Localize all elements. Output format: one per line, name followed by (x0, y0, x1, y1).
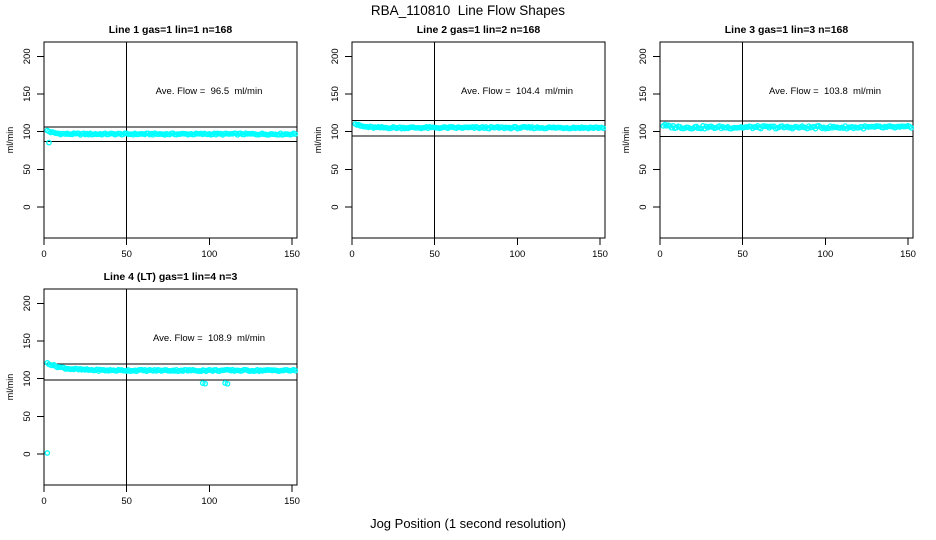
x-tick-label: 0 (41, 496, 46, 507)
panel-line-2: 0 50 100 150 0 50 100 150 200 ml/min Line 2 gas=1… (308, 20, 620, 267)
data-point (600, 125, 607, 132)
y-tick-label: 0 (330, 204, 341, 209)
x-tick-label: 100 (817, 249, 833, 260)
data-point (908, 125, 915, 131)
plot-line-1: 0 50 100 150 0 50 100 150 200 ml/min (5, 41, 300, 260)
y-tick-label: 100 (638, 124, 649, 140)
y-tick-label: 150 (22, 333, 33, 349)
x-tick-label: 50 (429, 249, 440, 260)
y-tick-label: 150 (22, 86, 33, 102)
avg-flow-annotation: Ave. Flow = 96.5 ml/min (155, 86, 263, 97)
y-tick-label: 100 (330, 124, 341, 140)
plot-line-4: 0 50 100 150 0 50 100 150 200 ml/min (5, 288, 300, 507)
y-tick-label: 50 (330, 164, 341, 175)
x-tick-label: 50 (121, 249, 132, 260)
data-point (44, 450, 51, 456)
avg-flow-annotation: Ave. Flow = 108.9 ml/min (152, 333, 266, 344)
plot-box (351, 41, 606, 239)
y-tick-label: 200 (22, 295, 33, 311)
y-tick-label: 0 (638, 204, 649, 209)
x-axis-label: Jog Position (1 second resolution) (370, 516, 566, 531)
panel-title: Line 1 gas=1 lin=1 n=168 (108, 24, 233, 36)
y-axis-label: ml/min (5, 374, 15, 401)
avg-flow-annotation: Ave. Flow = 103.8 ml/min (768, 86, 882, 97)
plot-box (43, 288, 298, 486)
x-tick-label: 150 (900, 249, 916, 260)
plot-line-3: 0 50 100 150 0 50 100 150 200 ml/min (621, 41, 916, 260)
y-tick-label: 100 (22, 124, 33, 140)
panel-title: Line 2 gas=1 lin=2 n=168 (416, 24, 541, 36)
y-axis-label: ml/min (5, 127, 15, 154)
panel-title: Line 4 (LT) gas=1 lin=4 n=3 (103, 271, 238, 283)
y-tick-label: 50 (22, 164, 33, 175)
x-tick-label: 150 (284, 496, 300, 507)
x-tick-label: 0 (657, 249, 662, 260)
x-tick-label: 50 (737, 249, 748, 260)
y-axis-label: ml/min (621, 127, 631, 154)
avg-flow-annotation: Ave. Flow = 104.4 ml/min (460, 86, 574, 97)
x-tick-label: 0 (41, 249, 46, 260)
figure-title: RBA_110810 Line Flow Shapes (370, 3, 566, 18)
x-tick-label: 100 (201, 496, 217, 507)
x-tick-label: 100 (509, 249, 525, 260)
plot-line-2: 0 50 100 150 0 50 100 150 200 ml/min (313, 41, 608, 260)
plot-box (43, 41, 298, 239)
x-tick-label: 150 (592, 249, 608, 260)
y-tick-label: 0 (22, 451, 33, 456)
data-point (46, 139, 52, 146)
plot-box (659, 41, 914, 239)
data-point (292, 131, 299, 137)
x-tick-label: 100 (201, 249, 217, 260)
y-tick-label: 150 (330, 86, 341, 102)
panel-title: Line 3 gas=1 lin=3 n=168 (724, 24, 849, 36)
panel-line-4: 0 50 100 150 0 50 100 150 200 ml/min Line 4 (LT) … (0, 267, 312, 514)
y-tick-label: 50 (638, 164, 649, 175)
x-tick-label: 150 (284, 249, 300, 260)
data-point (224, 380, 231, 387)
y-tick-label: 50 (22, 411, 33, 422)
y-axis-label: ml/min (313, 127, 323, 154)
data-point (292, 367, 299, 374)
y-tick-label: 200 (638, 48, 649, 64)
y-tick-label: 200 (22, 48, 33, 64)
x-tick-label: 50 (121, 496, 132, 507)
y-tick-label: 100 (22, 371, 33, 387)
y-tick-label: 200 (330, 48, 341, 64)
data-point (199, 380, 206, 386)
y-tick-label: 0 (22, 204, 33, 209)
y-tick-label: 150 (638, 86, 649, 102)
panel-line-3: 0 50 100 150 0 50 100 150 200 ml/min Line 3 gas=1… (616, 20, 928, 267)
x-tick-label: 0 (349, 249, 354, 260)
panel-line-1: 0 50 100 150 0 50 100 150 200 ml/min Line 1 gas=1… (0, 20, 312, 267)
data-point (202, 380, 209, 387)
